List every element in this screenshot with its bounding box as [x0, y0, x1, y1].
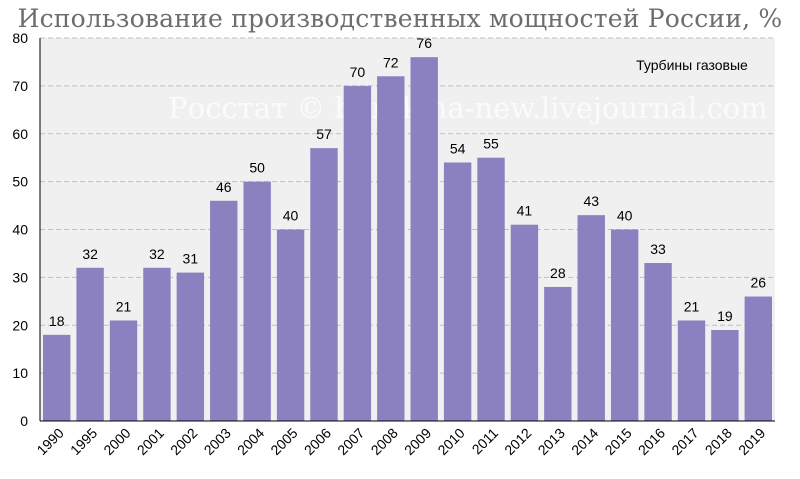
- data-label: 32: [82, 246, 98, 262]
- x-tick-label: 2002: [167, 425, 200, 458]
- data-label: 76: [416, 35, 432, 51]
- x-tick-label: 2004: [234, 425, 267, 458]
- x-tick-label: 2003: [201, 425, 234, 458]
- bar: [410, 57, 438, 422]
- x-tick-label: 2001: [134, 425, 167, 458]
- data-label: 28: [550, 265, 566, 281]
- bar: [544, 286, 572, 421]
- x-tick-label: 2009: [401, 425, 434, 458]
- x-tick-label: 2010: [434, 425, 467, 458]
- bar: [76, 267, 104, 421]
- data-label: 40: [617, 208, 633, 224]
- data-label: 21: [684, 298, 700, 314]
- x-tick-label: 2013: [535, 425, 568, 458]
- x-tick-label: 1995: [67, 425, 100, 458]
- bar: [477, 157, 505, 421]
- y-tick-label: 60: [12, 126, 28, 142]
- bar: [109, 320, 138, 421]
- bar: [143, 267, 171, 421]
- data-label: 54: [450, 140, 466, 156]
- y-tick-label: 30: [12, 269, 28, 285]
- x-tick-label: 1990: [33, 425, 66, 458]
- bar: [677, 320, 706, 421]
- bar: [310, 148, 338, 422]
- bar: [443, 162, 472, 421]
- data-label: 32: [149, 246, 165, 262]
- x-tick-label: 2018: [702, 425, 735, 458]
- data-label: 33: [650, 241, 666, 257]
- x-tick-label: 2007: [334, 425, 367, 458]
- data-label: 50: [249, 160, 265, 176]
- bar: [276, 229, 305, 421]
- x-tick-label: 2019: [735, 425, 768, 458]
- x-tick-label: 2000: [100, 425, 133, 458]
- x-tick-label: 2017: [668, 425, 701, 458]
- data-label: 43: [583, 193, 599, 209]
- bar: [744, 296, 772, 421]
- data-label: 18: [49, 313, 65, 329]
- data-label: 19: [717, 308, 733, 324]
- watermark: Росстат © burckina-new.livejournal.com: [168, 91, 767, 125]
- x-tick-label: 2011: [469, 425, 502, 458]
- bar: [377, 76, 405, 422]
- chart-title: Использование производственных мощностей…: [17, 4, 783, 33]
- x-tick-label: 2014: [568, 425, 601, 458]
- y-tick-label: 20: [12, 317, 28, 333]
- bar: [343, 85, 372, 421]
- bar: [610, 229, 639, 421]
- x-tick-label: 2005: [267, 425, 300, 458]
- data-label: 40: [283, 208, 299, 224]
- y-tick-label: 80: [12, 30, 28, 46]
- bar: [644, 263, 672, 421]
- data-label: 21: [116, 298, 132, 314]
- x-tick-label: 2015: [601, 425, 634, 458]
- bar: [43, 334, 71, 421]
- y-tick-label: 40: [12, 222, 28, 238]
- bar: [711, 330, 739, 421]
- bar: [577, 215, 605, 421]
- bar: [176, 272, 205, 421]
- bar: [510, 224, 539, 421]
- data-label: 57: [316, 126, 332, 142]
- series-label: Турбины газовые: [636, 57, 748, 73]
- x-tick-label: 2012: [501, 425, 534, 458]
- data-label: 55: [483, 136, 499, 152]
- y-tick-label: 10: [12, 365, 28, 381]
- x-tick-label: 2006: [301, 425, 334, 458]
- data-label: 72: [383, 54, 399, 70]
- data-label: 31: [183, 251, 199, 267]
- data-label: 41: [517, 203, 533, 219]
- data-label: 26: [751, 275, 767, 291]
- bar: [243, 181, 271, 421]
- bar: [210, 200, 238, 421]
- x-tick-label: 2008: [368, 425, 401, 458]
- y-tick-label: 70: [12, 78, 28, 94]
- data-label: 46: [216, 179, 232, 195]
- x-tick-label: 2016: [635, 425, 668, 458]
- y-tick-label: 0: [20, 413, 28, 429]
- data-label: 70: [350, 64, 366, 80]
- y-tick-label: 50: [12, 174, 28, 190]
